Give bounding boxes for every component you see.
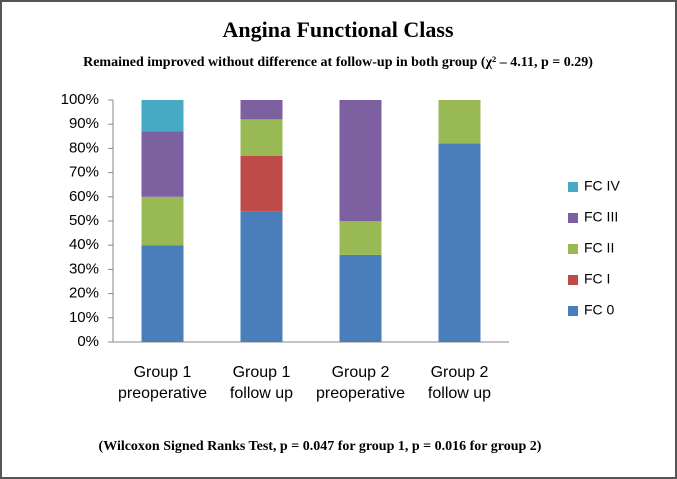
y-tick-label: 70% bbox=[69, 164, 99, 181]
bar-segment bbox=[141, 100, 184, 132]
bar-segment bbox=[141, 245, 184, 342]
bar-segment bbox=[240, 119, 283, 156]
legend-label: FC 0 bbox=[584, 302, 615, 318]
bar-segment bbox=[438, 100, 481, 144]
y-tick-label: 80% bbox=[69, 139, 99, 156]
legend-swatch bbox=[568, 213, 578, 223]
chart-subtitle: Remained improved without difference at … bbox=[83, 55, 593, 70]
bar-segment bbox=[339, 221, 382, 255]
y-tick-label: 90% bbox=[69, 115, 99, 132]
y-tick-label: 30% bbox=[69, 260, 99, 277]
x-tick-label: Group 1 preoperative bbox=[118, 364, 207, 402]
y-tick-label: 40% bbox=[69, 236, 99, 253]
y-tick-label: 20% bbox=[69, 285, 99, 302]
x-tick-label: Group 2 follow up bbox=[427, 364, 492, 402]
bar-segment bbox=[339, 100, 382, 221]
bar-segment bbox=[240, 155, 283, 212]
y-tick-label: 50% bbox=[69, 212, 99, 229]
x-tick-label: Group 1 follow up bbox=[229, 364, 294, 402]
y-tick-label: 100% bbox=[61, 91, 99, 108]
legend-swatch bbox=[568, 275, 578, 285]
bar-segment bbox=[141, 131, 184, 197]
bar-segment bbox=[141, 196, 184, 246]
legend-label: FC IV bbox=[584, 178, 620, 194]
legend-label: FC III bbox=[584, 209, 618, 225]
y-tick-label: 60% bbox=[69, 188, 99, 205]
footnote: (Wilcoxon Signed Ranks Test, p = 0.047 f… bbox=[99, 439, 542, 454]
legend-label: FC II bbox=[584, 240, 614, 256]
bar-segment bbox=[240, 211, 283, 342]
legend-swatch bbox=[568, 244, 578, 254]
chart-title: Angina Functional Class bbox=[222, 17, 453, 42]
bar-segment bbox=[339, 254, 382, 342]
legend-swatch bbox=[568, 182, 578, 192]
y-tick-label: 10% bbox=[69, 309, 99, 326]
bar-segment bbox=[438, 143, 481, 342]
legend-swatch bbox=[568, 306, 578, 316]
y-tick-label: 0% bbox=[77, 333, 99, 350]
bar-segment bbox=[240, 100, 283, 120]
x-tick-label: Group 2 preoperative bbox=[316, 364, 405, 402]
legend-label: FC I bbox=[584, 271, 610, 287]
